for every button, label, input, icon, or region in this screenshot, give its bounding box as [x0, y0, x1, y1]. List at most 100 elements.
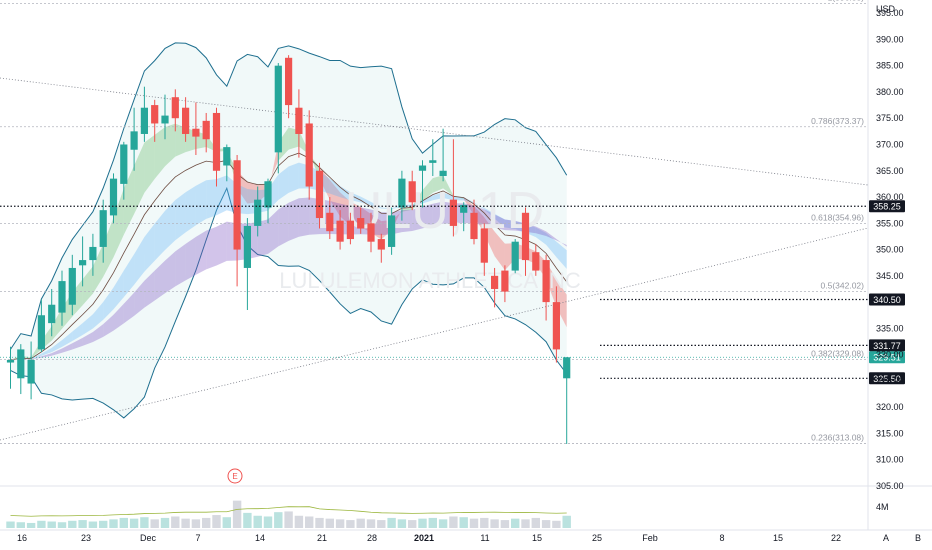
time-tick-label: 23 [81, 533, 91, 543]
volume-bar [490, 519, 499, 528]
volume-bar [150, 519, 159, 528]
candle [491, 267, 499, 308]
mid-ribbon [288, 162, 299, 193]
long-ribbon [494, 214, 505, 231]
candle-body [68, 267, 76, 305]
fib-label: 0.618(354.96) [811, 213, 864, 223]
price-tick-label: 320.00 [876, 402, 904, 412]
candle-body [48, 304, 56, 324]
candle [109, 173, 118, 224]
candle [68, 254, 76, 316]
mid-ribbon [103, 287, 114, 320]
time-tick-label: 8 [719, 533, 724, 543]
short-ribbon [113, 188, 124, 258]
mid-ribbon [62, 331, 73, 347]
earnings-circle [227, 468, 243, 484]
short-ribbon [340, 192, 351, 226]
price-tick-label: 370.00 [876, 139, 904, 149]
volume-bar [408, 520, 417, 528]
long-ribbon [103, 314, 114, 337]
volume-bar [469, 518, 479, 528]
candle [264, 178, 272, 224]
time-tick-label: 16 [17, 533, 27, 543]
volume-bar [531, 517, 540, 528]
volume-bar [47, 521, 56, 528]
candle [408, 170, 416, 211]
candle-body [491, 275, 499, 289]
fib-label: 0.236(313.08) [811, 433, 864, 443]
candle [202, 112, 210, 153]
log-scale-button[interactable]: B [915, 533, 921, 543]
mid-ribbon [113, 270, 124, 310]
mid-ribbon [504, 219, 516, 230]
candle [532, 244, 540, 276]
short-ribbon [484, 217, 495, 257]
candle [439, 128, 447, 182]
candle [243, 218, 251, 310]
price-tick-label: 305.00 [876, 481, 904, 491]
candle-body [418, 165, 427, 171]
short-ribbon [82, 266, 93, 306]
volume-bar [253, 515, 262, 528]
candle-body [439, 170, 447, 177]
price-tick-label: 325.00 [876, 376, 904, 386]
candle-body [37, 315, 45, 350]
candle-body [285, 57, 293, 106]
volume-bar [181, 518, 190, 528]
long-ribbon [288, 198, 299, 241]
candle [305, 110, 313, 200]
long-ribbon [92, 324, 104, 343]
candle [212, 107, 221, 187]
candle-body [501, 270, 509, 292]
volume-bar [449, 516, 458, 528]
candle [429, 139, 437, 177]
candle-body [460, 204, 468, 213]
candle [233, 154, 241, 287]
volume-bar [346, 520, 355, 528]
candle-body [99, 210, 107, 247]
mid-ribbon [535, 227, 547, 245]
candle [79, 236, 87, 287]
candle [171, 89, 179, 132]
earnings-marker[interactable]: E [227, 468, 243, 484]
candle [27, 341, 35, 400]
price-tick-label: 350.00 [876, 245, 904, 255]
candle [346, 212, 354, 245]
candle-body [182, 107, 190, 134]
long-ribbon [535, 226, 547, 236]
candle [470, 199, 478, 245]
short-ribbon [412, 190, 423, 210]
short-ribbon [92, 243, 104, 294]
mid-ribbon [82, 314, 93, 336]
short-ribbon [268, 142, 279, 194]
auto-scale-button[interactable]: A [883, 533, 889, 543]
long-ribbon [298, 197, 310, 237]
price-level-badge [869, 372, 905, 385]
candle [511, 239, 519, 274]
candle-body [346, 220, 354, 240]
price-axis[interactable]: 395.00 390.00 385.00 380.00 375.00 370.00 365.… [867, 0, 904, 530]
volume-axis-label: 4M [876, 502, 889, 512]
candle-body [521, 212, 530, 261]
auto-scale-label: A [883, 533, 889, 543]
long-ribbon [154, 260, 165, 301]
candle-body [274, 65, 282, 153]
volume-bar [294, 515, 304, 528]
long-ribbon [195, 230, 207, 275]
price-tick-label: 395.00 [876, 8, 904, 18]
price-tick-label: 345.00 [876, 271, 904, 281]
candle [398, 170, 406, 221]
long-ribbon [113, 303, 124, 331]
candle-body [429, 160, 437, 163]
long-ribbon [72, 337, 83, 350]
horizontal-levels: 358.25 340.50 331.77 325.50 329.51 [0, 200, 905, 385]
price-tick-label: 360.00 [876, 192, 904, 202]
time-axis[interactable]: 16 23 Dec 7 14 21 28 2021 11 15 25 Feb 8 15 22 [0, 529, 932, 543]
mid-ribbon [432, 192, 444, 201]
long-ribbon [62, 343, 73, 353]
long-ribbon [82, 332, 93, 346]
volume-bar [335, 519, 345, 528]
long-ribbon [165, 251, 176, 294]
price-tick-label: 330.00 [876, 350, 904, 360]
